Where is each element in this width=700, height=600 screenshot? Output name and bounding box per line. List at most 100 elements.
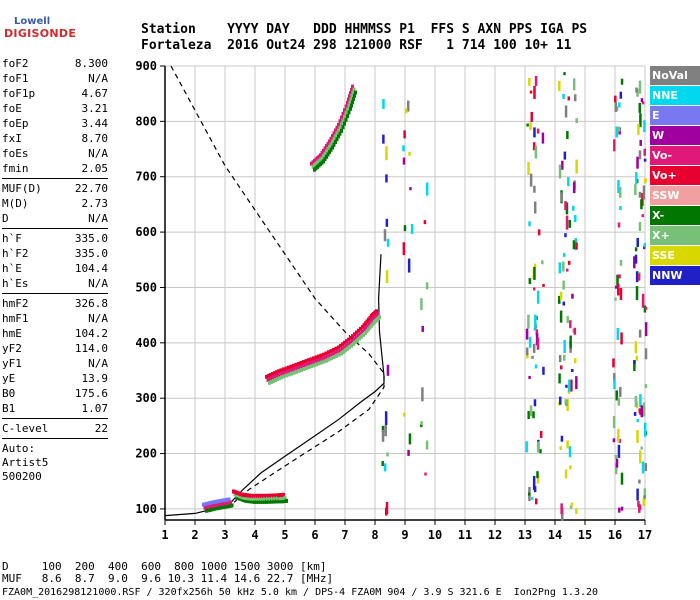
noise-point bbox=[532, 287, 536, 291]
upper-trace-point bbox=[343, 121, 346, 126]
e-layer-trace-point bbox=[265, 499, 268, 504]
noise-point bbox=[566, 131, 569, 140]
f2-trace-point bbox=[354, 335, 358, 340]
f2-trace-point bbox=[360, 329, 364, 334]
x-tick-label: 6 bbox=[311, 528, 318, 542]
x-tick-label: 4 bbox=[251, 528, 258, 542]
f2-trace-point bbox=[275, 370, 278, 375]
param-row: h`F2 335.0 bbox=[2, 247, 108, 262]
f2-trace-point bbox=[337, 345, 340, 350]
noise-point bbox=[562, 261, 565, 272]
e-layer-trace-point bbox=[272, 493, 275, 498]
param-value: N/A bbox=[88, 72, 108, 85]
noise-point bbox=[643, 158, 647, 162]
noise-point bbox=[383, 463, 387, 472]
f2-trace-point bbox=[323, 355, 327, 360]
upper-trace-point bbox=[338, 119, 342, 124]
f2-trace-point bbox=[269, 372, 272, 377]
upper-trace-point bbox=[346, 100, 349, 105]
e-layer-trace-point bbox=[263, 499, 266, 504]
f2-trace-point bbox=[346, 342, 350, 347]
noise-point bbox=[403, 412, 406, 417]
noise-point bbox=[530, 111, 533, 122]
noise-point bbox=[575, 376, 578, 390]
upper-trace-point bbox=[331, 139, 334, 144]
f2-trace-point bbox=[280, 375, 283, 380]
param-value: 2.05 bbox=[81, 162, 109, 175]
noise-point bbox=[639, 113, 642, 128]
f2-trace-point bbox=[310, 364, 313, 369]
noise-point bbox=[385, 218, 389, 227]
f2-trace-point bbox=[324, 351, 328, 356]
param-row: foEs N/A bbox=[2, 147, 108, 162]
upper-trace-point bbox=[334, 139, 337, 144]
noise-point bbox=[643, 120, 646, 133]
noise-point bbox=[639, 450, 642, 464]
f2-trace-point bbox=[321, 356, 324, 361]
f2-trace-point bbox=[291, 367, 294, 372]
y-tick-label: 700 bbox=[135, 170, 157, 184]
e-layer-trace-point bbox=[267, 499, 271, 504]
param-name: MUF(D) bbox=[2, 182, 42, 195]
param-name: C-level bbox=[2, 422, 49, 435]
f2-trace-point bbox=[276, 373, 280, 378]
noise-point bbox=[558, 373, 561, 384]
noise-point bbox=[617, 397, 621, 406]
noise-point bbox=[528, 492, 531, 496]
param-divider bbox=[2, 293, 108, 294]
upper-trace-point bbox=[323, 157, 327, 162]
noise-point bbox=[530, 496, 534, 500]
noise-point bbox=[527, 161, 530, 175]
noise-point bbox=[568, 219, 572, 228]
noise-point bbox=[534, 314, 537, 328]
f2-trace-point bbox=[350, 343, 353, 348]
noise-point bbox=[643, 243, 647, 248]
f2-trace-point bbox=[356, 338, 359, 343]
distance-row: D 100 200 400 600 800 1000 1500 3000 [km… bbox=[2, 560, 327, 573]
f2-trace-point bbox=[272, 378, 275, 383]
noise-point bbox=[633, 360, 636, 372]
noise-point bbox=[533, 399, 537, 407]
noise-point bbox=[575, 118, 578, 124]
param-value: 8.300 bbox=[74, 57, 108, 70]
e-layer-trace-point bbox=[285, 498, 288, 503]
f2-trace-point bbox=[352, 337, 356, 342]
e-layer-trace-point bbox=[277, 499, 281, 504]
noise-point bbox=[566, 440, 569, 449]
param-row: hmF2 326.8 bbox=[2, 297, 108, 312]
noise-point bbox=[635, 271, 639, 283]
param-name: h`E bbox=[2, 262, 22, 275]
e-layer-trace-point bbox=[274, 493, 278, 498]
f2-trace-point bbox=[342, 345, 346, 350]
noise-point bbox=[565, 202, 569, 215]
solid-profile-line bbox=[164, 254, 385, 517]
legend-item: NNW bbox=[650, 266, 700, 285]
e-layer-trace-point bbox=[263, 496, 267, 501]
noise-point bbox=[558, 295, 561, 304]
f2-trace-point bbox=[356, 333, 360, 338]
upper-trace-point bbox=[325, 154, 328, 159]
f2-trace-point bbox=[288, 368, 292, 373]
noise-point bbox=[636, 419, 640, 423]
e-layer-trace-point bbox=[273, 496, 277, 501]
e-layer-trace-point bbox=[276, 496, 279, 501]
upper-trace-point bbox=[332, 142, 336, 147]
f2-trace-point bbox=[289, 364, 293, 369]
param-name: yF2 bbox=[2, 342, 22, 355]
noise-point bbox=[567, 177, 570, 187]
upper-trace-point bbox=[338, 125, 342, 130]
noise-point bbox=[384, 411, 388, 426]
e-layer-trace-point bbox=[258, 493, 261, 498]
param-value: 2.73 bbox=[81, 197, 109, 210]
noise-point bbox=[560, 435, 564, 442]
param-value: 104.2 bbox=[74, 327, 108, 340]
noise-point bbox=[568, 379, 571, 392]
e-layer-trace-point bbox=[254, 493, 257, 498]
param-value: 114.0 bbox=[74, 342, 108, 355]
noise-point bbox=[536, 471, 539, 479]
noise-point bbox=[533, 263, 537, 268]
noise-point bbox=[636, 488, 639, 501]
noise-point bbox=[535, 329, 539, 336]
x-tick-label: 1 bbox=[161, 528, 168, 542]
upper-trace-point bbox=[346, 107, 349, 112]
